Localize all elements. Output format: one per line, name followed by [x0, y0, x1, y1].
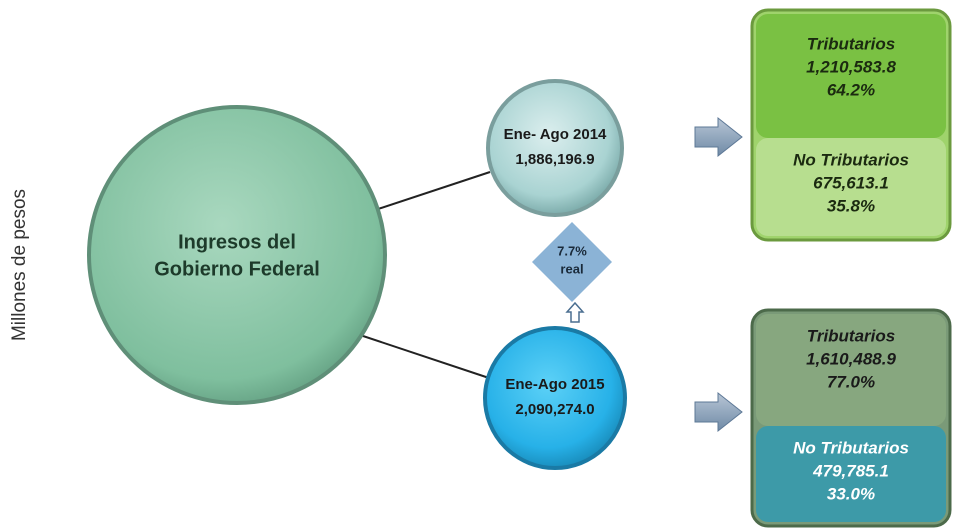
period-total: 1,886,196.9 [515, 151, 594, 168]
connector [374, 171, 491, 211]
breakdown-name: No Tributarios [793, 150, 909, 169]
period-total: 2,090,274.0 [515, 401, 594, 418]
breakdown-share: 77.0% [827, 372, 875, 391]
y-label: Millones de pesos [9, 189, 30, 341]
breakdown-name: Tributarios [807, 34, 895, 53]
breakdown-amount: 675,613.1 [813, 173, 889, 192]
center-label: Ingresos del [178, 231, 296, 253]
breakdown-amount: 1,210,583.8 [806, 57, 896, 76]
up-arrow [565, 301, 585, 323]
breakdown-amount: 1,610,488.9 [806, 349, 896, 368]
right-arrow [694, 116, 743, 158]
growth-value: 7.7% [557, 243, 587, 258]
growth-diamond [532, 222, 612, 302]
breakdown-name: No Tributarios [793, 438, 909, 457]
breakdown-share: 35.8% [827, 196, 875, 215]
period-circle [486, 79, 624, 217]
period-label: Ene-Ago 2015 [505, 376, 604, 393]
breakdown-share: 64.2% [827, 80, 875, 99]
box-section [756, 426, 946, 522]
breakdown-share: 33.0% [827, 484, 875, 503]
box-section [756, 138, 946, 236]
period-label: Ene- Ago 2014 [504, 126, 607, 143]
box-section [756, 14, 946, 138]
box-section [756, 314, 946, 426]
growth-note: real [560, 261, 583, 276]
breakdown-amount: 479,785.1 [812, 461, 889, 480]
period-circle [483, 326, 627, 470]
right-arrow [694, 391, 743, 433]
center-circle [87, 105, 387, 405]
breakdown-name: Tributarios [807, 326, 895, 345]
connector [344, 329, 496, 381]
center-label: Gobierno Federal [154, 258, 320, 280]
